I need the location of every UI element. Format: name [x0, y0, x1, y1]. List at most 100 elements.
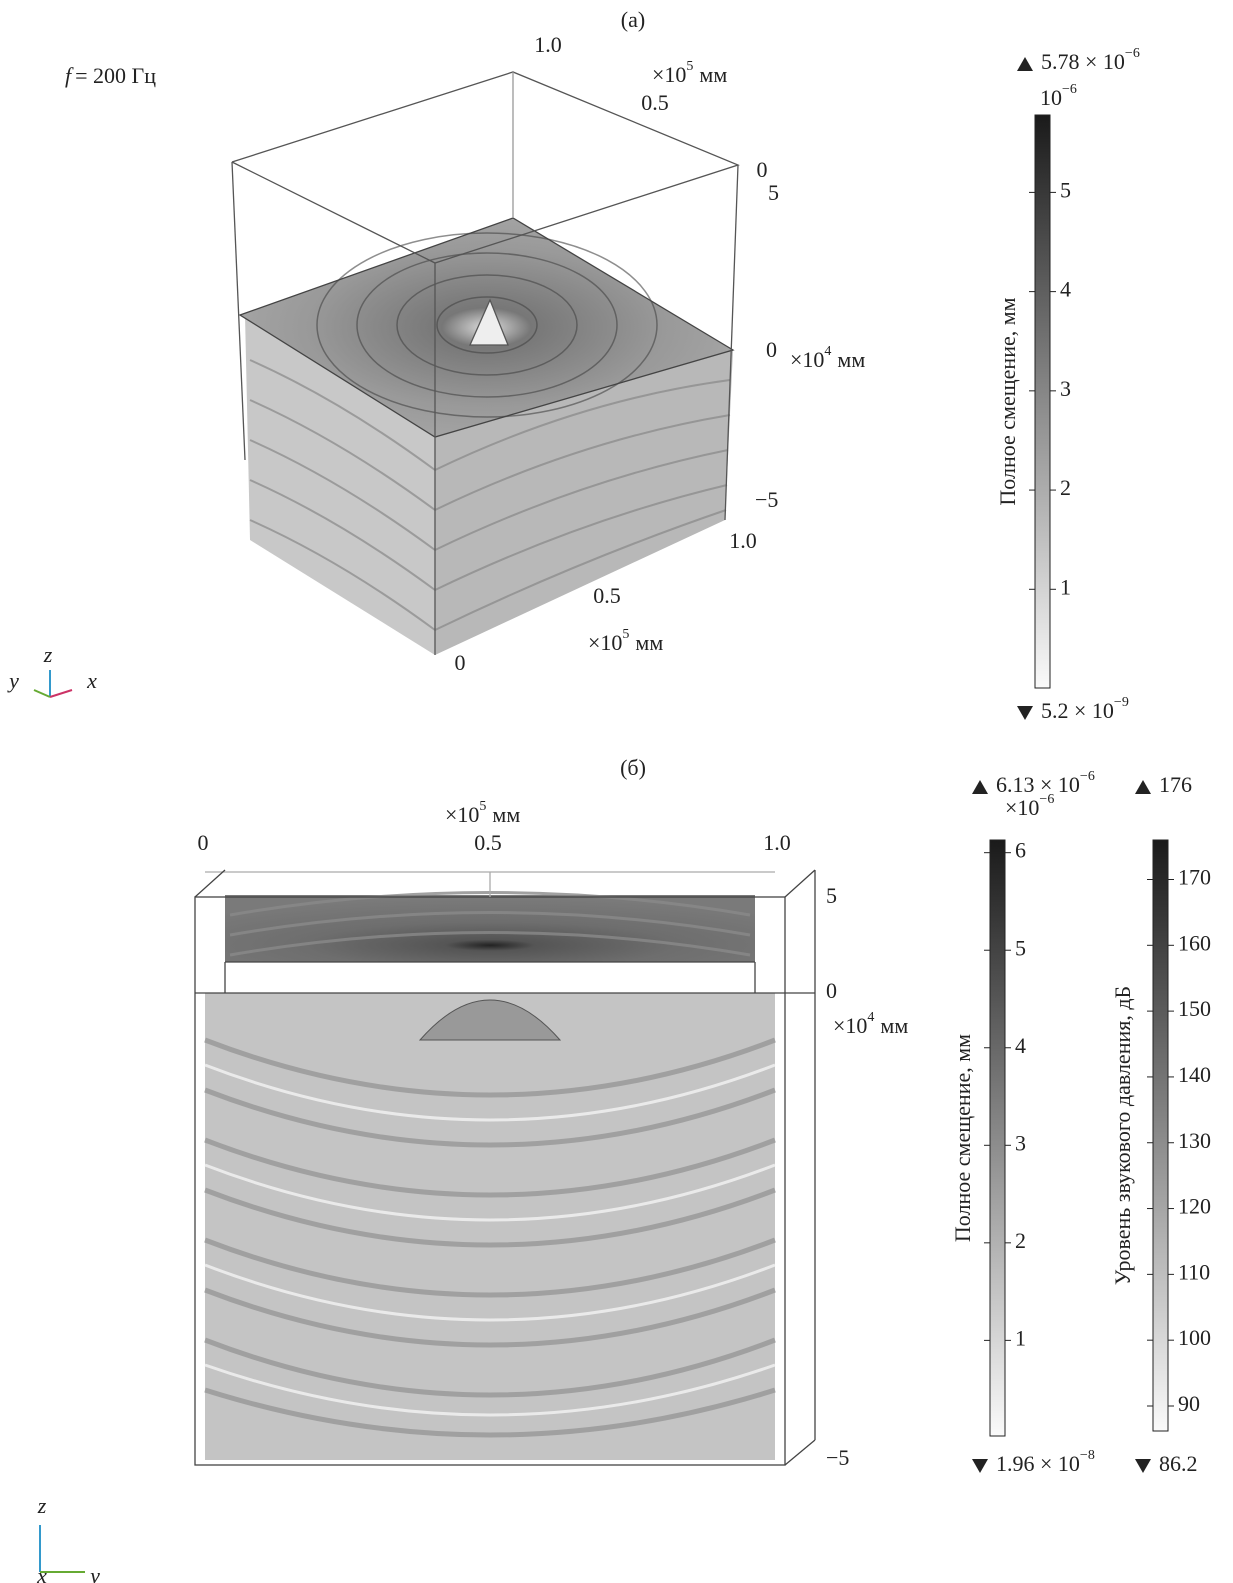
frequency: f= 200 Гц	[65, 63, 156, 88]
colorbar-scale: ×10−6	[1005, 792, 1054, 820]
axis-tick-label: 5	[768, 180, 779, 205]
colorbar-tick-label: 120	[1178, 1194, 1211, 1219]
axis-unit-exp: 5	[479, 799, 486, 814]
panel-label: (б)	[620, 755, 646, 780]
axis-unit-unit: мм	[635, 630, 663, 655]
axis-tick-label: 1.0	[729, 528, 757, 553]
axis-unit-main: ×10	[833, 1013, 867, 1038]
colorbar-tick-label: 90	[1178, 1391, 1200, 1416]
frequency-symbol: f	[65, 63, 74, 88]
axis-unit-exp: 4	[824, 344, 831, 359]
axis-tick-label: 1.0	[763, 830, 791, 855]
min-marker	[972, 1459, 988, 1473]
axis-unit: ×104 мм	[833, 1010, 908, 1038]
colorbar-title: Полное смещение, мм	[950, 1034, 975, 1242]
axis-tick-label: 1.0	[534, 32, 562, 57]
colorbar-title: Полное смещение, мм	[995, 297, 1020, 505]
colorbar-tick-label: 5	[1060, 177, 1071, 202]
axis-unit-exp: 5	[622, 627, 629, 642]
colorbar-min-label-main: 1.96 × 10	[996, 1451, 1080, 1476]
colorbar-tick-label: 160	[1178, 930, 1211, 955]
axis-tick-label: 0.5	[593, 583, 621, 608]
colorbar	[1153, 840, 1168, 1431]
triad-label: y	[88, 1563, 100, 1583]
frequency-value: = 200 Гц	[75, 63, 156, 88]
axis-unit-unit: мм	[880, 1013, 908, 1038]
colorbar-tick-label: 110	[1178, 1259, 1210, 1284]
panel-label: (а)	[621, 7, 645, 32]
colorbar-scale-exp: −6	[1062, 82, 1077, 97]
colorbar-tick-label: 4	[1015, 1033, 1026, 1058]
colorbar-tick-label: 2	[1060, 475, 1071, 500]
axis-tick-label: −5	[755, 487, 778, 512]
colorbar-scale-exp: −6	[1039, 792, 1054, 807]
colorbar	[990, 840, 1005, 1436]
colorbar-tick-label: 6	[1015, 838, 1026, 863]
max-marker	[972, 780, 988, 794]
colorbar-max-label: 5.78 × 10−6	[1041, 46, 1140, 74]
colorbar-tick-label: 4	[1060, 277, 1071, 302]
axis-unit-main: ×10	[445, 802, 479, 827]
axis-tick-label: 0	[455, 650, 466, 675]
colorbar-scale-main: 10	[1040, 85, 1062, 110]
axis-unit-exp: 5	[686, 59, 693, 74]
triad-label: x	[86, 668, 97, 693]
colorbar-min-label-main: 86.2	[1159, 1451, 1198, 1476]
colorbar-min-label-exp: −9	[1114, 695, 1129, 710]
colorbar-scale: 10−6	[1040, 82, 1077, 110]
3d-render-a	[232, 72, 738, 655]
max-marker	[1017, 57, 1033, 71]
colorbar-max-label-exp: −6	[1125, 46, 1140, 61]
triad-label: z	[43, 642, 53, 667]
axis-unit-exp: 4	[867, 1010, 874, 1025]
colorbar-min-label-exp: −8	[1080, 1448, 1095, 1463]
axis-tick-label: 0	[826, 978, 837, 1003]
colorbar-min-label: 86.2	[1159, 1451, 1198, 1476]
axis-unit: ×105 мм	[588, 627, 663, 655]
axis-tick-label: 0	[198, 830, 209, 855]
colorbar-max-label-main: 176	[1159, 772, 1192, 797]
colorbar-tick-label: 2	[1015, 1228, 1026, 1253]
axis-triad	[34, 670, 85, 1572]
axis-tick-label: 0	[766, 337, 777, 362]
colorbar-tick-label: 130	[1178, 1128, 1211, 1153]
triad-label: y	[7, 668, 19, 693]
colorbar-scale-main: ×10	[1005, 795, 1039, 820]
axis-unit-main: ×10	[588, 630, 622, 655]
colorbar-min-label: 5.2 × 10−9	[1041, 695, 1129, 723]
colorbar-title: Уровень звукового давления, дБ	[1110, 986, 1135, 1285]
min-marker	[1017, 706, 1033, 720]
colorbar-tick-label: 170	[1178, 865, 1211, 890]
min-marker	[1135, 1459, 1151, 1473]
axis-tick-label: 5	[826, 883, 837, 908]
triad-label: z	[37, 1493, 47, 1518]
colorbar-max-label-main: 5.78 × 10	[1041, 49, 1125, 74]
colorbar-max-label: 176	[1159, 772, 1192, 797]
colorbar-min-label: 1.96 × 10−8	[996, 1448, 1095, 1476]
colorbar-tick-label: 3	[1015, 1130, 1026, 1155]
axis-tick-label: 0.5	[641, 90, 669, 115]
axis-unit-main: ×10	[790, 347, 824, 372]
colorbar-tick-label: 5	[1015, 935, 1026, 960]
axis-tick-label: 0	[757, 157, 768, 182]
colorbar	[1035, 115, 1050, 688]
colorbar-max-label-exp: −6	[1080, 769, 1095, 784]
colorbar-tick-label: 1	[1060, 574, 1071, 599]
3d-render-b	[195, 870, 815, 1465]
axis-unit: ×105 мм	[445, 799, 520, 827]
colorbar-tick-label: 100	[1178, 1325, 1211, 1350]
axis-unit-unit: мм	[492, 802, 520, 827]
axis-unit-unit: мм	[837, 347, 865, 372]
axis-tick-label: −5	[826, 1445, 849, 1470]
max-marker	[1135, 780, 1151, 794]
triad-label: x	[36, 1563, 47, 1583]
colorbar-min-label-main: 5.2 × 10	[1041, 698, 1114, 723]
colorbar-tick-label: 3	[1060, 376, 1071, 401]
colorbar-tick-label: 150	[1178, 996, 1211, 1021]
axis-unit: ×104 мм	[790, 344, 865, 372]
colorbar-max-label-main: 6.13 × 10	[996, 772, 1080, 797]
colorbar-tick-label: 1	[1015, 1325, 1026, 1350]
axis-tick-label: 0.5	[474, 830, 502, 855]
axis-unit-main: ×10	[652, 62, 686, 87]
